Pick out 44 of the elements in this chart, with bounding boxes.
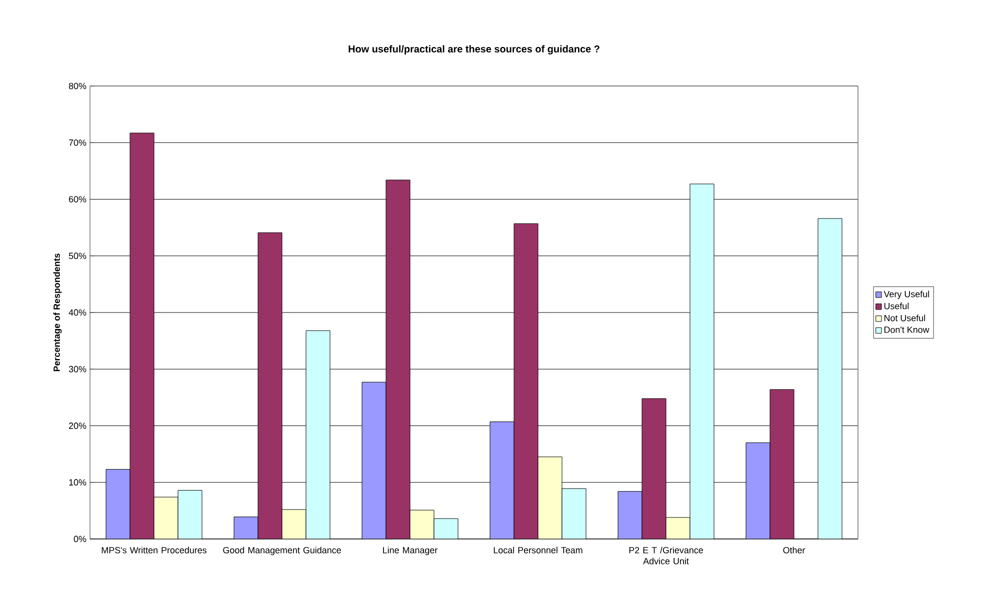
bar — [410, 510, 434, 539]
bar — [282, 509, 306, 539]
x-tick-label: Local Personnel Team — [494, 546, 582, 554]
bar — [514, 223, 538, 539]
chart-title: How useful/practical are these sources of guidance ? — [348, 45, 600, 54]
bar — [362, 382, 386, 539]
y-tick-label: 10% — [69, 479, 86, 486]
x-tick-label: MPS's Written Procedures — [102, 546, 207, 554]
bar — [538, 456, 562, 539]
bar — [130, 132, 154, 539]
legend-label: Not Useful — [884, 314, 925, 322]
bar — [562, 488, 586, 539]
y-tick-label: 0% — [74, 536, 86, 542]
y-tick-label: 50% — [68, 252, 86, 260]
x-tick-label: Line Manager — [383, 546, 438, 556]
y-axis-title: Percentage of Respondents — [53, 254, 62, 372]
x-tick-label: P2 E T /Grievance Advice Unit — [629, 546, 703, 564]
y-tick-label: 30% — [68, 366, 86, 372]
legend-label: Useful — [884, 302, 909, 310]
bar — [306, 330, 330, 539]
bar — [770, 389, 794, 539]
bar — [690, 184, 714, 539]
bar — [746, 442, 770, 539]
legend-label: Don't Know — [884, 326, 930, 333]
y-tick-label: 70% — [68, 139, 86, 146]
bar — [386, 180, 410, 539]
x-tick-label: Good Management Guidance — [223, 546, 341, 556]
x-tick-label: Other — [783, 546, 806, 554]
bar — [818, 218, 842, 539]
y-tick-label: 60% — [68, 196, 86, 202]
bar — [434, 518, 458, 539]
y-tick-label: 80% — [68, 82, 86, 90]
y-tick-label: 20% — [68, 422, 86, 429]
bar — [642, 398, 666, 539]
bar — [178, 490, 202, 539]
bar — [234, 516, 258, 539]
bar — [258, 232, 282, 539]
bar — [666, 517, 690, 539]
legend-label: Very Useful — [884, 290, 929, 300]
bar — [490, 422, 514, 539]
bar — [106, 469, 130, 539]
y-tick-label: 40% — [68, 309, 86, 316]
bar — [154, 496, 178, 539]
bar — [618, 491, 642, 539]
